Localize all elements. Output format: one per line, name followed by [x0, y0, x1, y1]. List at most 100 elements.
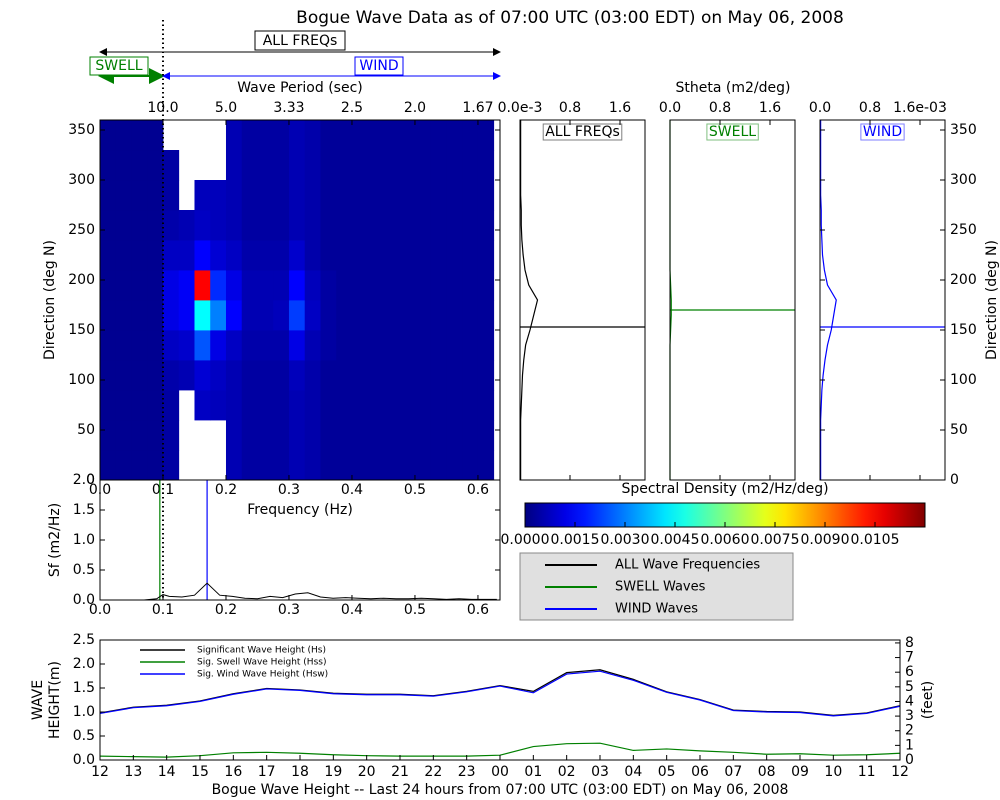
heat-cell: [210, 210, 227, 241]
heat-cell: [100, 240, 117, 271]
x-tick-label: 0.3: [278, 602, 300, 618]
heat-cell: [414, 120, 432, 151]
heat-cell: [257, 450, 274, 481]
heat-cell: [210, 270, 227, 301]
heat-cell: [399, 300, 416, 331]
yticks-label: 100: [68, 372, 95, 388]
heat-cell: [351, 330, 369, 361]
heat-cell: [336, 300, 353, 331]
y-tick-label: 2.0: [73, 656, 95, 672]
heat-cell: [462, 120, 479, 151]
heat-cell: [131, 390, 148, 421]
y2-tick-label: 7: [905, 650, 914, 666]
heat-cell: [477, 390, 495, 421]
heat-cell: [399, 420, 416, 451]
y2-tick-label: 1: [905, 737, 914, 753]
y-axis-label: Direction (deg N): [984, 240, 1000, 360]
heat-cell: [399, 360, 416, 391]
heat-cell: [162, 420, 180, 451]
heat-cell: [178, 210, 195, 241]
heat-cell: [320, 300, 337, 331]
heat-cell: [320, 180, 337, 211]
heat-cell: [414, 390, 432, 421]
heat-cell: [351, 300, 369, 331]
heat-cell: [241, 360, 258, 391]
heat-cell: [477, 180, 495, 211]
x-axis-label: Bogue Wave Height -- Last 24 hours from …: [212, 782, 789, 798]
heat-cell: [477, 300, 495, 331]
heat-cell: [477, 360, 495, 391]
heat-cell: [162, 240, 180, 271]
heat-cell: [257, 330, 274, 361]
heat-cell: [414, 330, 432, 361]
heat-cell: [430, 150, 447, 181]
heat-cell: [399, 450, 416, 481]
x-tick-label: 22: [424, 764, 442, 780]
heat-cell: [131, 330, 148, 361]
x-tick-label: 02: [558, 764, 576, 780]
heat-cell: [147, 420, 164, 451]
y2-tick-label: 6: [905, 664, 914, 680]
heat-cell: [399, 210, 416, 241]
yticks-label: 300: [68, 172, 95, 188]
heat-cell: [273, 420, 290, 451]
heat-cell: [162, 330, 180, 361]
heat-cell: [225, 420, 243, 451]
heat-cell: [273, 120, 290, 151]
y2-tick-label: 8: [905, 635, 914, 651]
annotation: WIND: [359, 58, 398, 74]
heat-cell: [446, 180, 463, 211]
heat-cell: [241, 240, 258, 271]
heat-cell: [210, 300, 227, 331]
heat-cell: [462, 390, 479, 421]
heat-cell: [304, 360, 321, 391]
x-tick-label: 18: [291, 764, 309, 780]
x-tick-label: 20: [358, 764, 376, 780]
profile-line: [820, 120, 837, 480]
colorbar-tick-label: 0.0015: [551, 532, 600, 548]
heat-cell: [100, 450, 117, 481]
heat-cell: [399, 270, 416, 301]
annotation: ALL FREQs: [263, 33, 338, 49]
y2-tick-label: 4: [905, 693, 914, 709]
heat-cell: [131, 120, 148, 151]
heat-cell: [304, 240, 321, 271]
heat-cell: [288, 450, 306, 481]
x-tick-label: 0.5: [404, 602, 426, 618]
x2-tick-label: 1.6e-03: [893, 100, 947, 116]
panel-title: WIND: [863, 124, 902, 140]
heat-cell: [304, 180, 321, 211]
heat-cell: [446, 210, 463, 241]
yticks-label: 300: [950, 172, 977, 188]
heat-cell: [320, 390, 337, 421]
heat-cell: [430, 240, 447, 271]
heat-cell: [399, 330, 416, 361]
heat-cell: [336, 390, 353, 421]
heat-cell: [383, 180, 400, 211]
annotation-box: [354, 56, 404, 76]
heat-cell: [241, 450, 258, 481]
x-tick-label: 16: [224, 764, 242, 780]
yticks-label: 100: [950, 372, 977, 388]
heat-cell: [462, 360, 479, 391]
heat-cell: [367, 390, 384, 421]
heat-cell: [241, 210, 258, 241]
heat-cell: [131, 450, 148, 481]
heat-cell: [462, 240, 479, 271]
heat-cell: [383, 360, 400, 391]
heat-cell: [162, 180, 180, 211]
heat-cell: [383, 390, 400, 421]
heat-cell: [241, 270, 258, 301]
heat-cell: [367, 120, 384, 151]
heat-cell: [336, 420, 353, 451]
heat-cell: [414, 270, 432, 301]
heat-cell: [178, 240, 195, 271]
heat-cell: [225, 270, 243, 301]
heat-cell: [399, 180, 416, 211]
legend-label: Sig. Swell Wave Height (Hss): [197, 658, 326, 668]
heat-cell: [288, 150, 306, 181]
yticks-label: 50: [77, 422, 95, 438]
legend-label: WIND Waves: [615, 602, 698, 617]
spectrum-line: [131, 582, 497, 601]
xticks-label: 0.1: [152, 482, 174, 498]
